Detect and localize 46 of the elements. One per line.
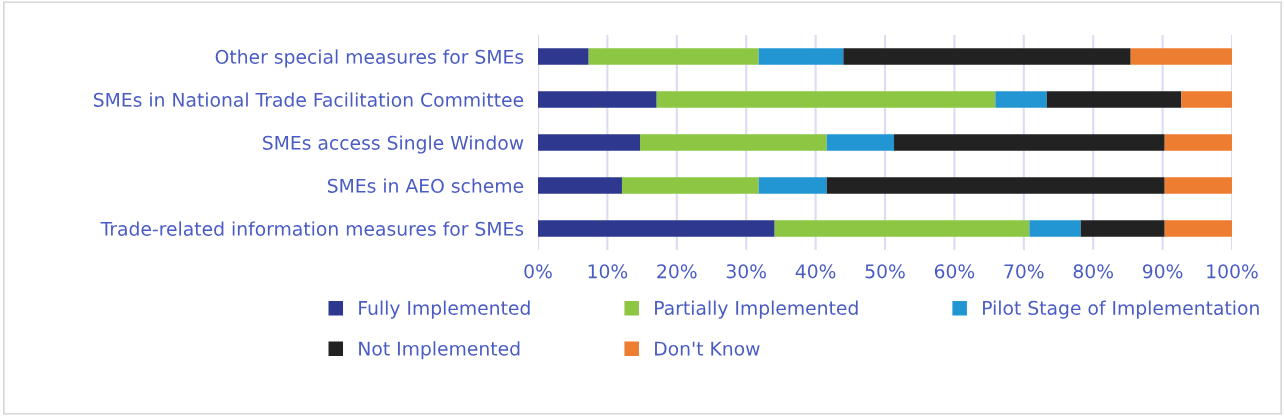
x-tick-label: 30% bbox=[726, 264, 766, 279]
bar bbox=[758, 48, 844, 65]
bar bbox=[843, 48, 1131, 65]
y-tick-label: Other special measures for SMEs bbox=[215, 49, 524, 68]
x-tick-label: 80% bbox=[1073, 264, 1113, 279]
legend-label: Don't Know bbox=[655, 341, 760, 356]
bar bbox=[826, 177, 1165, 194]
legend-label: Partially Implemented bbox=[655, 300, 858, 319]
x-tick-label: 40% bbox=[795, 264, 836, 279]
x-tick-label: 50% bbox=[865, 264, 905, 279]
bar bbox=[758, 177, 827, 194]
x-tick-label: 100% bbox=[1207, 264, 1258, 279]
bar bbox=[538, 220, 775, 237]
x-tick-label: 60% bbox=[934, 264, 975, 279]
bar bbox=[538, 177, 622, 194]
x-tick-label: 20% bbox=[657, 264, 697, 279]
bar bbox=[1046, 91, 1182, 108]
bar bbox=[538, 134, 641, 151]
bar bbox=[995, 91, 1047, 108]
bar bbox=[621, 177, 759, 194]
bar bbox=[1130, 48, 1232, 65]
bar bbox=[640, 134, 827, 151]
legend-label: Pilot Stage of Implementation bbox=[983, 300, 1259, 319]
bar bbox=[1164, 177, 1232, 194]
bar bbox=[894, 134, 1165, 151]
x-tick-label: 0% bbox=[524, 264, 552, 279]
legend-label: Fully Implemented bbox=[359, 300, 530, 319]
bar bbox=[656, 91, 996, 108]
bar bbox=[774, 220, 1030, 237]
bar bbox=[538, 91, 657, 108]
x-tick-label: 10% bbox=[588, 264, 628, 279]
bar bbox=[588, 48, 759, 65]
y-tick-label: SMEs in AEO scheme bbox=[327, 178, 524, 193]
x-tick-label: 90% bbox=[1142, 264, 1183, 279]
y-tick-label: Trade-related information measures for SMEs bbox=[100, 221, 524, 236]
y-tick-label: SMEs in National Trade Facilitation Committee bbox=[93, 92, 524, 107]
x-tick-label: 70% bbox=[1004, 264, 1044, 279]
bar bbox=[1181, 91, 1232, 108]
legend-label: Not Implemented bbox=[359, 341, 520, 360]
bar bbox=[1164, 134, 1232, 151]
y-tick-label: SMEs access Single Window bbox=[263, 135, 524, 154]
bar bbox=[1029, 220, 1081, 237]
bar bbox=[826, 134, 895, 151]
bar bbox=[1164, 220, 1232, 237]
bar bbox=[538, 48, 589, 65]
bar bbox=[1080, 220, 1165, 237]
